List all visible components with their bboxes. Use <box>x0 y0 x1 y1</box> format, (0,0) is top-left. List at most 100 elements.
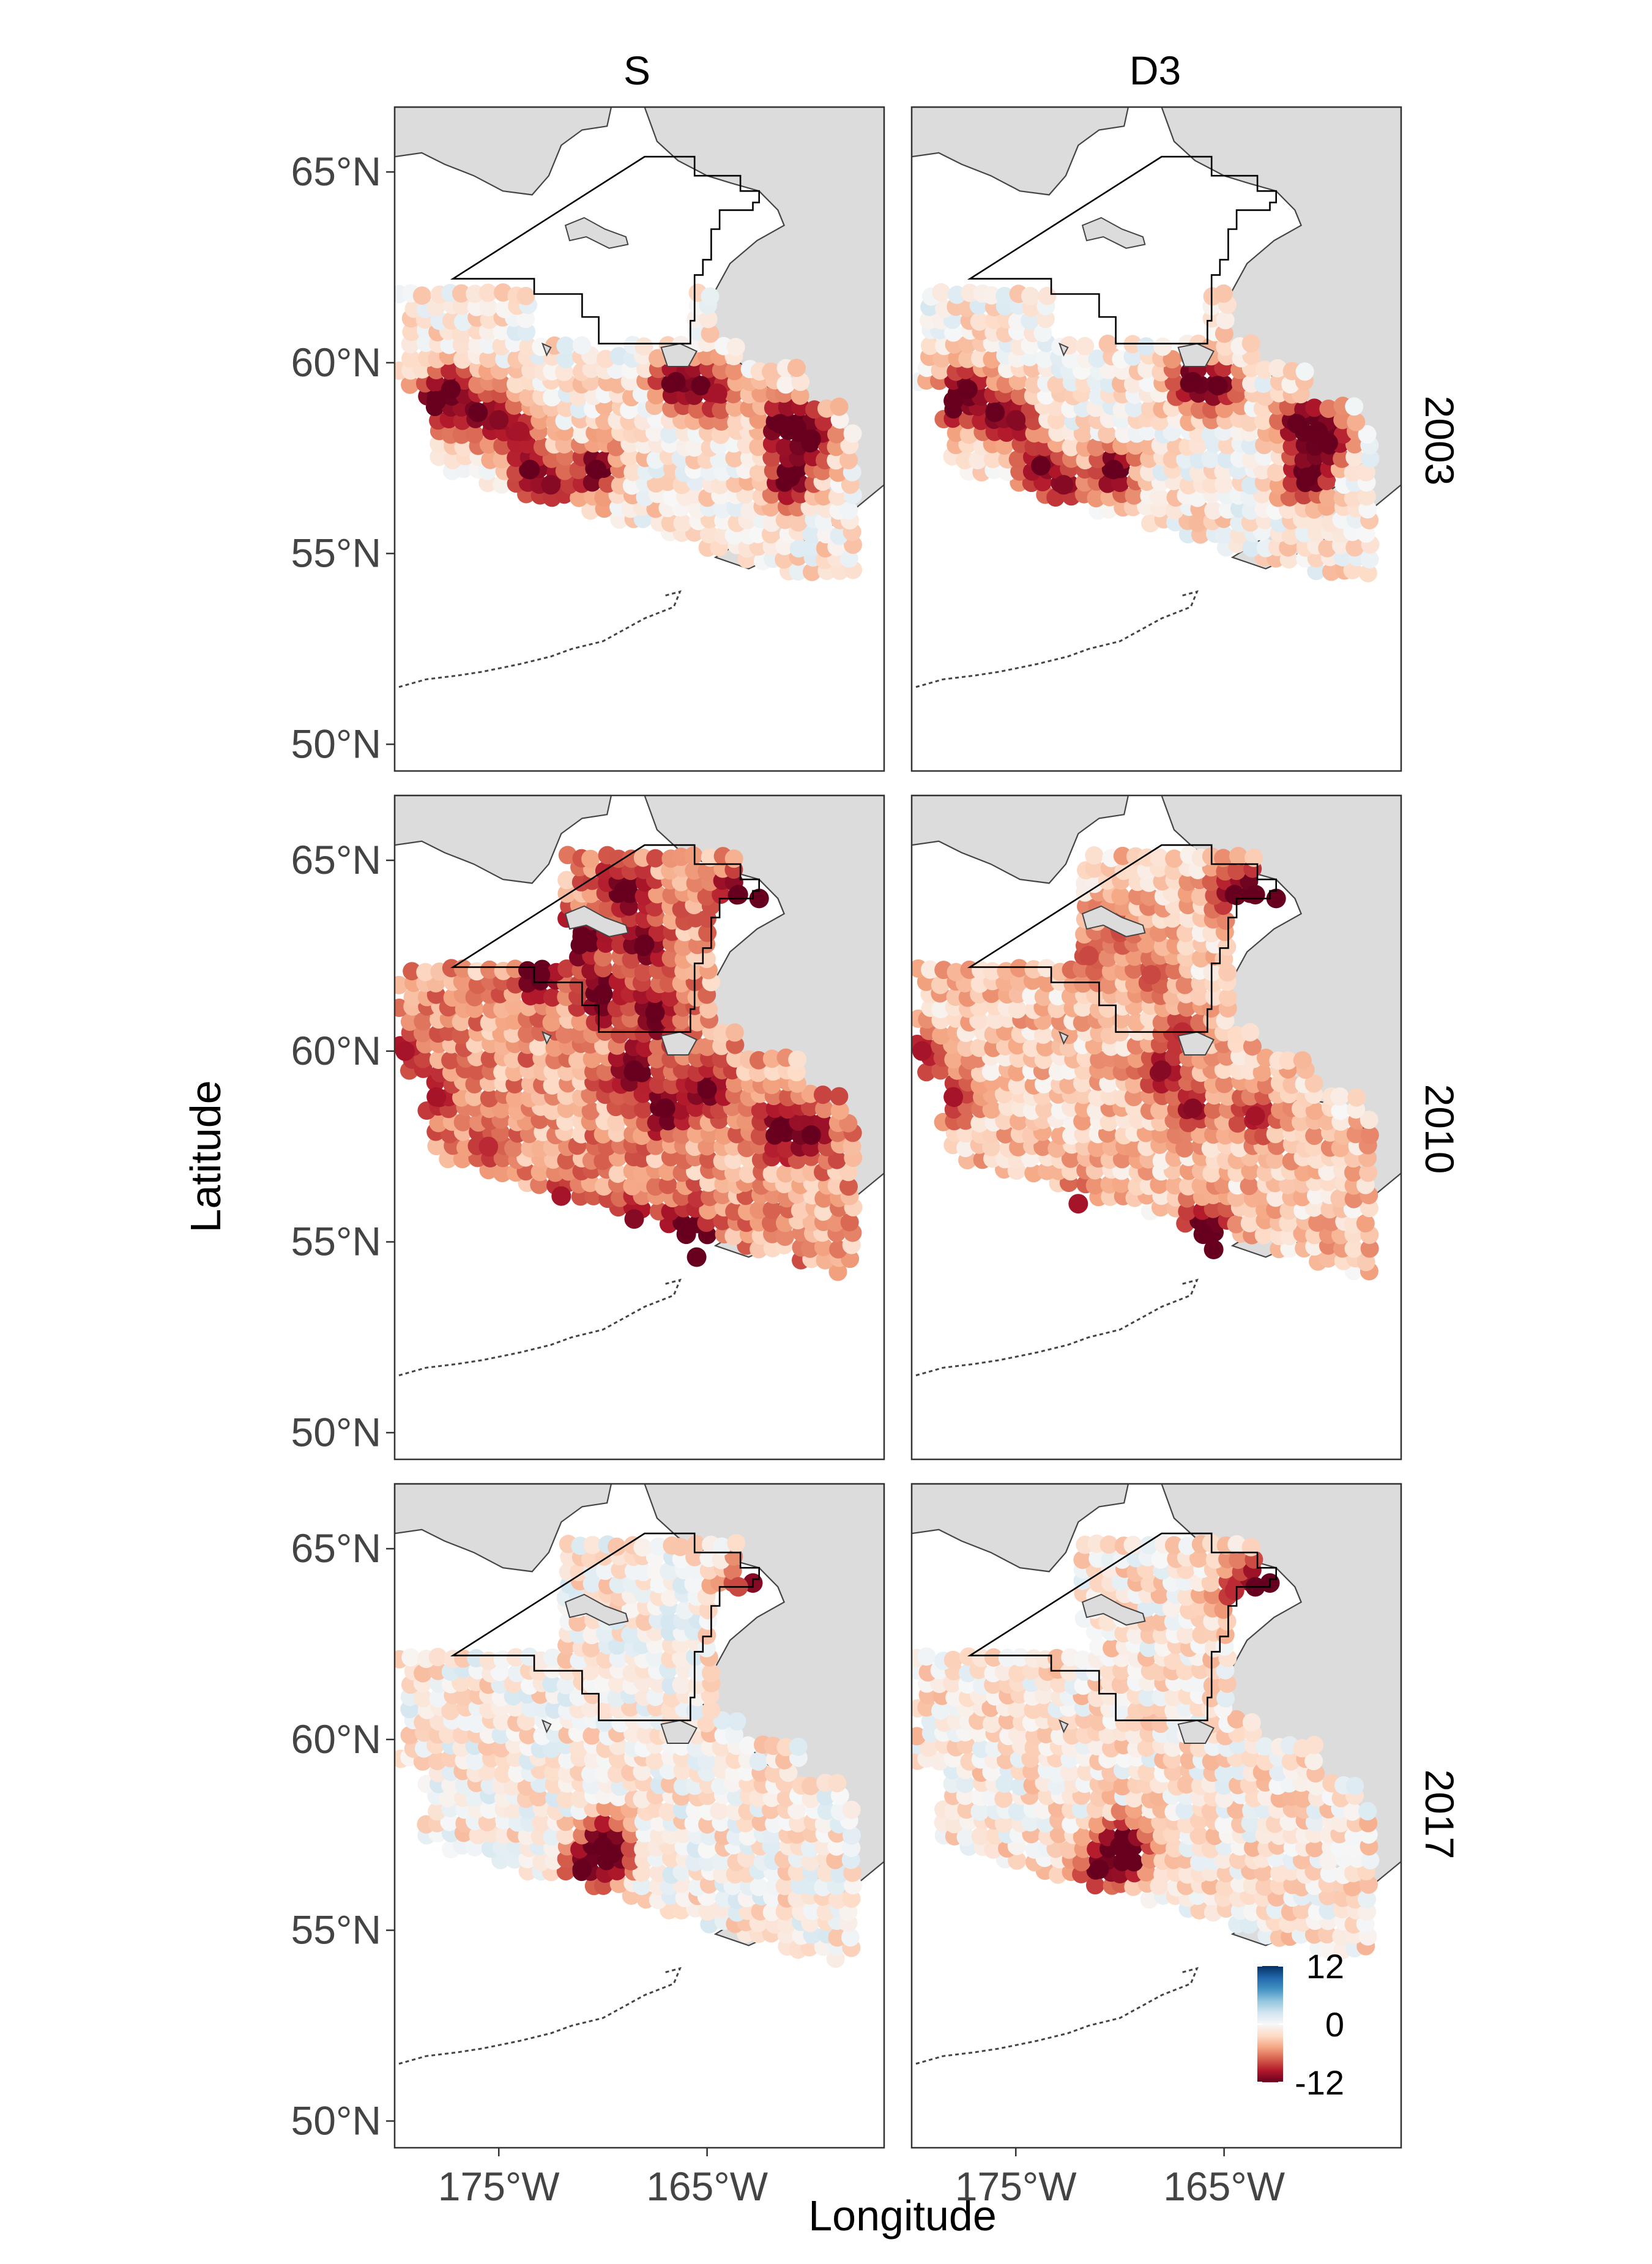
station-point <box>814 1085 832 1104</box>
station-point <box>1038 287 1056 305</box>
panel-2003-d3 <box>909 107 1402 771</box>
station-point <box>1347 413 1365 431</box>
station-point <box>1152 1551 1170 1569</box>
station-point-hotspot <box>625 1209 644 1229</box>
station-point-hotspot <box>646 1003 665 1022</box>
y-tick-label: 55°N <box>291 1907 381 1953</box>
station-point <box>1296 362 1314 381</box>
station-point <box>1008 1802 1027 1820</box>
station-point <box>1085 846 1103 865</box>
station-point <box>684 846 702 865</box>
station-point-hotspot <box>441 379 461 399</box>
station-point-hotspot <box>802 1125 821 1145</box>
row-strip-label-2010: 2010 <box>1417 1084 1462 1174</box>
station-point-hotspot <box>698 1079 717 1099</box>
station-point <box>401 1648 420 1667</box>
station-point-hotspot <box>729 885 748 904</box>
station-point <box>727 338 745 356</box>
station-point <box>672 1676 690 1694</box>
station-point <box>701 288 720 306</box>
station-point-hotspot <box>943 1087 963 1107</box>
station-point <box>581 850 600 868</box>
station-point <box>1347 1089 1366 1107</box>
station-point-hotspot <box>1079 946 1098 966</box>
station-point <box>1219 988 1237 1007</box>
station-point-hotspot <box>802 430 821 449</box>
panel-2010-s <box>390 795 884 1459</box>
station-point-hotspot <box>912 1041 932 1061</box>
station-point-hotspot <box>781 467 800 487</box>
station-point-hotspot <box>426 1087 446 1107</box>
station-point <box>843 1801 861 1819</box>
station-point-hotspot <box>1319 433 1338 453</box>
x-tick-label: 165°W <box>1163 2164 1286 2209</box>
station-point <box>726 1023 744 1041</box>
station-point <box>1099 335 1117 353</box>
y-tick-label: 55°N <box>291 1219 381 1264</box>
y-tick-label: 60°N <box>291 340 381 385</box>
column-strip-label-s: S <box>623 48 650 93</box>
station-point <box>1305 1736 1323 1754</box>
station-point-hotspot <box>1225 1581 1245 1601</box>
station-point <box>1153 338 1172 356</box>
station-point <box>1216 311 1235 329</box>
panel-2010-d3 <box>908 795 1401 1459</box>
station-point <box>1241 1023 1259 1041</box>
station-point-hotspot <box>625 1060 644 1080</box>
station-point <box>983 1715 1001 1733</box>
station-point <box>944 1651 962 1669</box>
station-point-hotspot <box>551 1186 571 1206</box>
legend-tick-label: -12 <box>1295 2063 1344 2102</box>
x-tick-label: 165°W <box>646 2164 768 2209</box>
station-point <box>1358 1802 1377 1820</box>
station-point <box>830 1087 848 1106</box>
row-strip-label-2003: 2003 <box>1417 396 1462 486</box>
station-point-hotspot <box>1298 467 1317 487</box>
station-point-hotspot <box>478 1137 498 1156</box>
station-point <box>671 1538 690 1556</box>
station-point-hotspot <box>1068 1194 1088 1213</box>
panel-2003-s <box>390 107 884 771</box>
legend-tick-label: 12 <box>1306 1947 1344 1986</box>
station-point <box>413 286 431 305</box>
y-axis-title: Latitude <box>182 1080 229 1232</box>
row-strip-label-2017: 2017 <box>1417 1770 1462 1860</box>
station-point-hotspot <box>601 1844 621 1864</box>
station-point <box>1345 397 1363 415</box>
station-point-hotspot <box>572 927 592 947</box>
station-point-hotspot <box>1204 1240 1224 1259</box>
station-point <box>828 1774 846 1792</box>
station-point-hotspot <box>1225 885 1245 904</box>
station-point-hotspot <box>1246 1106 1265 1126</box>
station-point <box>1293 1051 1312 1070</box>
y-tick-label: 50°N <box>291 2098 381 2143</box>
station-point <box>787 359 806 377</box>
y-tick-label: 50°N <box>291 1409 381 1454</box>
station-point-hotspot <box>614 881 634 901</box>
station-point-hotspot <box>687 1248 707 1267</box>
panel-2017-d3 <box>907 1484 1401 2148</box>
station-point <box>844 425 862 443</box>
y-tick-label: 55°N <box>291 531 381 576</box>
station-point-hotspot <box>510 422 529 441</box>
station-point-hotspot <box>1152 1060 1172 1080</box>
y-tick-label: 65°N <box>291 837 381 882</box>
station-point-hotspot <box>708 384 727 403</box>
station-point-hotspot <box>1246 885 1265 904</box>
station-point-hotspot <box>985 403 1005 422</box>
panel-2017-s <box>390 1484 884 2148</box>
station-point <box>633 1538 652 1557</box>
station-point <box>750 1752 768 1771</box>
station-point <box>710 1801 728 1820</box>
station-point <box>932 283 950 302</box>
station-point <box>788 1051 806 1069</box>
column-strip-label-d3: D3 <box>1129 48 1181 93</box>
station-point-hotspot <box>656 1098 675 1118</box>
station-point-hotspot <box>1118 1844 1138 1864</box>
station-point <box>727 1712 746 1730</box>
station-point-hotspot <box>1183 372 1203 392</box>
panels-layer <box>390 107 1401 2148</box>
station-point <box>1021 287 1040 305</box>
station-point-hotspot <box>593 984 612 1004</box>
station-point <box>516 287 535 305</box>
